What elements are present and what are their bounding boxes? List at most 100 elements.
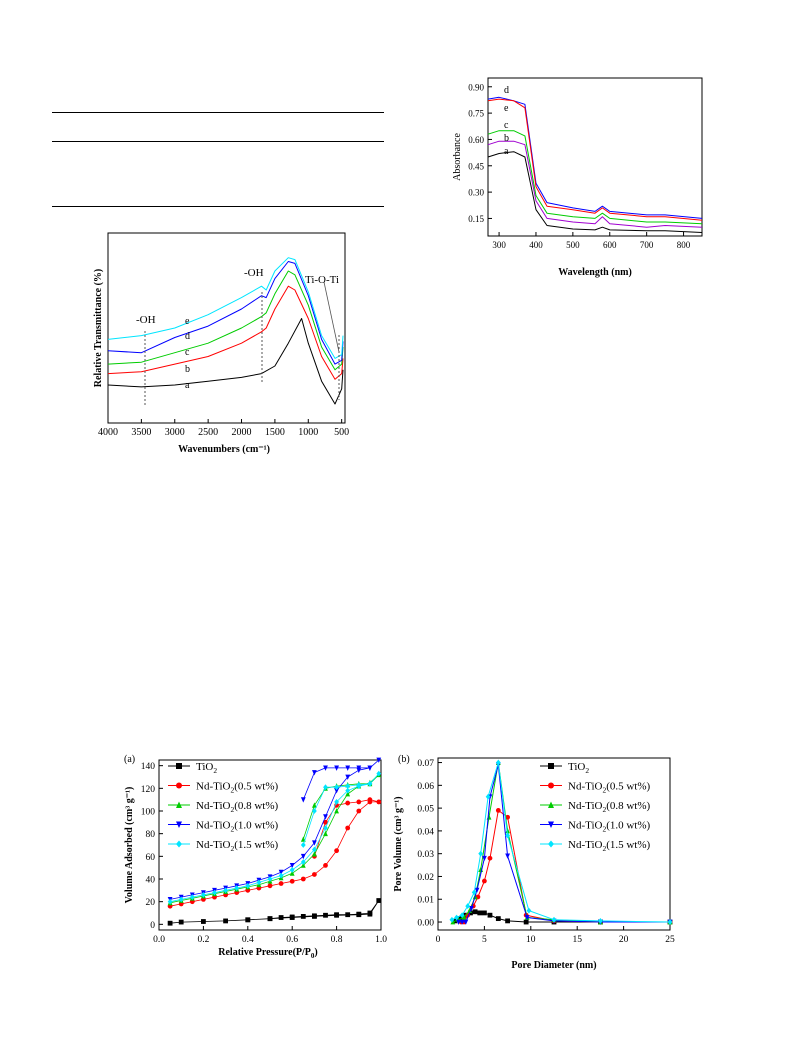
data-point bbox=[334, 799, 339, 805]
legend-label-sub: 2 bbox=[230, 786, 234, 795]
legend-label-main: Nd-TiO bbox=[196, 839, 230, 851]
series-line-1 bbox=[107, 285, 344, 380]
series-line-4 bbox=[107, 257, 344, 359]
data-point bbox=[356, 808, 362, 814]
data-point bbox=[463, 919, 469, 925]
ftir-curve-label-a: a bbox=[185, 380, 190, 391]
ftir-xlabel: Wavenumbers (cm⁻¹) bbox=[178, 444, 270, 455]
x-tick-label: 800 bbox=[677, 240, 691, 250]
data-point bbox=[289, 915, 295, 920]
x-tick-label: 0.2 bbox=[197, 935, 209, 945]
data-point bbox=[367, 911, 373, 917]
data-point bbox=[367, 765, 373, 771]
x-tick-label: 500 bbox=[566, 240, 580, 250]
bet-a-xlabel-close: ) bbox=[314, 947, 317, 958]
data-point bbox=[376, 799, 382, 805]
legend-marker bbox=[176, 782, 182, 789]
y-tick-label: 80 bbox=[146, 830, 156, 840]
data-point bbox=[376, 757, 382, 763]
x-tick-label: 4000 bbox=[98, 427, 118, 438]
data-point bbox=[356, 799, 362, 805]
data-point bbox=[523, 919, 529, 925]
data-point bbox=[289, 863, 295, 869]
data-point bbox=[245, 882, 251, 889]
legend-label-main: TiO bbox=[196, 761, 213, 773]
y-tick-label: 140 bbox=[141, 762, 156, 772]
y-tick-label: 20 bbox=[146, 898, 156, 908]
bet-b-xlabel: Pore Diameter (nm) bbox=[511, 960, 596, 971]
data-point bbox=[223, 887, 228, 894]
bet-a-xlabel-sub: 0 bbox=[311, 952, 315, 960]
series-line-1 bbox=[487, 98, 703, 221]
data-point bbox=[356, 782, 362, 788]
x-tick-label: 0.6 bbox=[286, 935, 298, 945]
legend-marker bbox=[176, 763, 182, 769]
ftir-curve-label-d: d bbox=[185, 331, 190, 342]
legend-label-suffix: (1.0 wt%) bbox=[234, 820, 278, 832]
data-point bbox=[345, 825, 351, 831]
data-point bbox=[667, 919, 673, 925]
data-point bbox=[323, 912, 328, 918]
data-point bbox=[505, 918, 510, 924]
legend-label-sub: 2 bbox=[602, 825, 606, 834]
ftir-annotation-oh-1: -OH bbox=[136, 314, 156, 326]
data-point bbox=[289, 867, 295, 873]
data-point bbox=[495, 916, 501, 922]
x-tick-label: 1000 bbox=[298, 427, 318, 438]
data-point bbox=[469, 905, 474, 912]
data-point bbox=[345, 787, 351, 794]
y-tick-label: 0.00 bbox=[417, 919, 434, 929]
legend-label-main: Nd-TiO bbox=[196, 800, 230, 812]
data-point bbox=[598, 917, 603, 924]
y-tick-label: 100 bbox=[141, 808, 156, 818]
data-point bbox=[345, 800, 351, 806]
ftir-plot-frame bbox=[107, 232, 346, 424]
y-tick-label: 0 bbox=[150, 921, 155, 931]
data-point bbox=[312, 840, 317, 846]
data-point bbox=[223, 918, 228, 924]
x-tick-label: 2000 bbox=[232, 427, 252, 438]
legend-marker bbox=[548, 782, 554, 789]
y-tick-label: 0.60 bbox=[468, 135, 484, 145]
y-tick-label: 120 bbox=[141, 785, 156, 795]
data-point bbox=[300, 797, 306, 803]
data-point bbox=[212, 889, 217, 896]
bet-b-ylabel: Pore Volume (cm³ g⁻¹) bbox=[393, 796, 404, 891]
legend-label-suffix: (0.5 wt%) bbox=[606, 781, 650, 793]
legend-label-main: Nd-TiO bbox=[568, 800, 602, 812]
data-point bbox=[477, 910, 483, 916]
legend-label-sub: 2 bbox=[230, 805, 234, 814]
legend-label-main: Nd-TiO bbox=[568, 781, 602, 793]
legend-label-sub: 2 bbox=[230, 825, 234, 834]
data-point bbox=[485, 793, 491, 800]
legend-marker bbox=[176, 821, 182, 828]
data-point bbox=[495, 807, 501, 813]
uv-curve-label-d: d bbox=[504, 85, 509, 96]
data-point bbox=[454, 914, 459, 921]
legend-label: Nd-TiO2(0.5 wt%) bbox=[568, 781, 651, 795]
data-point bbox=[356, 912, 362, 918]
data-point bbox=[487, 855, 493, 861]
tioti-arrow bbox=[323, 281, 340, 353]
legend-marker bbox=[176, 801, 182, 808]
x-tick-label: 10 bbox=[526, 935, 536, 945]
data-point bbox=[524, 915, 530, 921]
y-tick-label: 40 bbox=[146, 876, 156, 886]
data-point bbox=[334, 765, 339, 771]
data-point bbox=[267, 916, 273, 922]
uv-curve-label-b: b bbox=[504, 133, 509, 144]
x-tick-label: 400 bbox=[529, 240, 543, 250]
data-point bbox=[467, 907, 472, 914]
data-point bbox=[167, 920, 173, 926]
x-tick-label: 0.8 bbox=[331, 935, 343, 945]
y-tick-label: 0.05 bbox=[417, 805, 434, 815]
table-bottom-rule bbox=[52, 206, 384, 207]
data-point bbox=[300, 853, 306, 860]
uv-curve-label-a: a bbox=[504, 146, 509, 157]
data-point bbox=[505, 828, 510, 834]
series-line-3 bbox=[487, 140, 703, 228]
data-point bbox=[300, 862, 306, 868]
data-point bbox=[289, 870, 295, 876]
